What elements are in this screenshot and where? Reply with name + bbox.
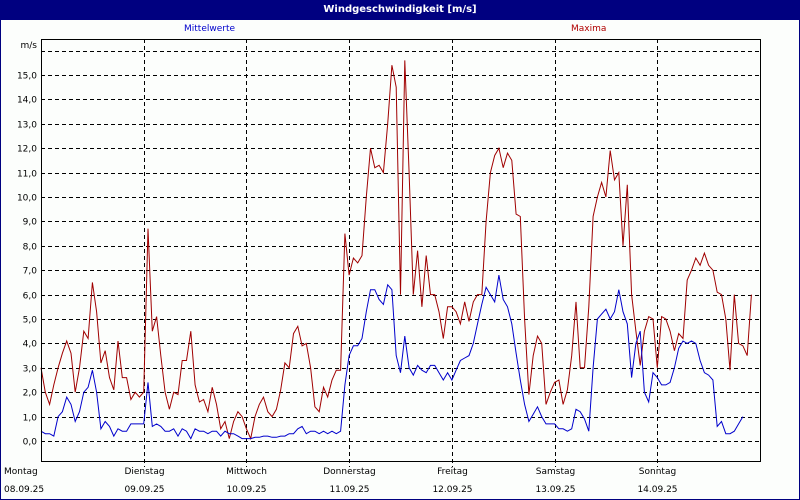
x-date-label: 13.09.25 bbox=[535, 485, 575, 495]
x-day-label: Samstag bbox=[536, 467, 575, 477]
y-tick-label: 12,0 bbox=[17, 145, 37, 155]
y-tick-label: 1,0 bbox=[23, 414, 38, 424]
y-tick-label: 15,0 bbox=[17, 72, 37, 82]
plot-area-frame bbox=[41, 39, 761, 462]
x-date-label: 08.09.25 bbox=[4, 485, 44, 495]
x-day-label: Dienstag bbox=[124, 467, 164, 477]
grid-lines bbox=[41, 39, 760, 467]
x-date-label: 09.09.25 bbox=[124, 485, 164, 495]
x-date-label: 10.09.25 bbox=[226, 485, 266, 495]
x-axis-labels: Montag 08.09.25 Dienstag 09.09.25 Mittwoch 10… bbox=[4, 467, 678, 495]
y-tick-label: 13,0 bbox=[17, 121, 37, 131]
y-tick-label: 4,0 bbox=[23, 340, 38, 350]
x-day-label: Montag bbox=[4, 467, 38, 477]
x-date-label: 14.09.25 bbox=[637, 485, 677, 495]
y-tick-label: 5,0 bbox=[23, 316, 38, 326]
y-tick-label: 6,0 bbox=[23, 292, 38, 302]
y-tick-label: 14,0 bbox=[17, 96, 37, 106]
y-axis-labels: 0,0 1,0 2,0 3,0 4,0 5,0 6,0 7,0 8,0 9,0 10,0 11,0 12… bbox=[17, 41, 37, 448]
x-day-label: Donnerstag bbox=[323, 467, 376, 477]
mittelwerte-line bbox=[40, 275, 744, 440]
y-tick-label: 7,0 bbox=[23, 267, 38, 277]
y-tick-label: 2,0 bbox=[23, 389, 38, 399]
x-date-label: 12.09.25 bbox=[432, 485, 472, 495]
y-tick-label: 11,0 bbox=[17, 170, 37, 180]
legend-mittelwerte: Mittelwerte bbox=[184, 24, 236, 34]
x-day-label: Freitag bbox=[437, 467, 468, 477]
y-unit-label: m/s bbox=[21, 41, 38, 51]
y-tick-label: 10,0 bbox=[17, 194, 37, 204]
y-tick-label: 0,0 bbox=[23, 438, 38, 448]
x-day-label: Sonntag bbox=[639, 467, 676, 477]
y-tick-label: 3,0 bbox=[23, 365, 38, 375]
maxima-line bbox=[40, 60, 752, 441]
y-tick-label: 8,0 bbox=[23, 243, 38, 253]
x-day-label: Mittwoch bbox=[226, 467, 267, 477]
chart-title: Windgeschwindigkeit [m/s] bbox=[0, 0, 800, 20]
legend-maxima: Maxima bbox=[571, 24, 607, 34]
y-tick-label: 9,0 bbox=[23, 218, 38, 228]
x-date-label: 11.09.25 bbox=[329, 485, 369, 495]
